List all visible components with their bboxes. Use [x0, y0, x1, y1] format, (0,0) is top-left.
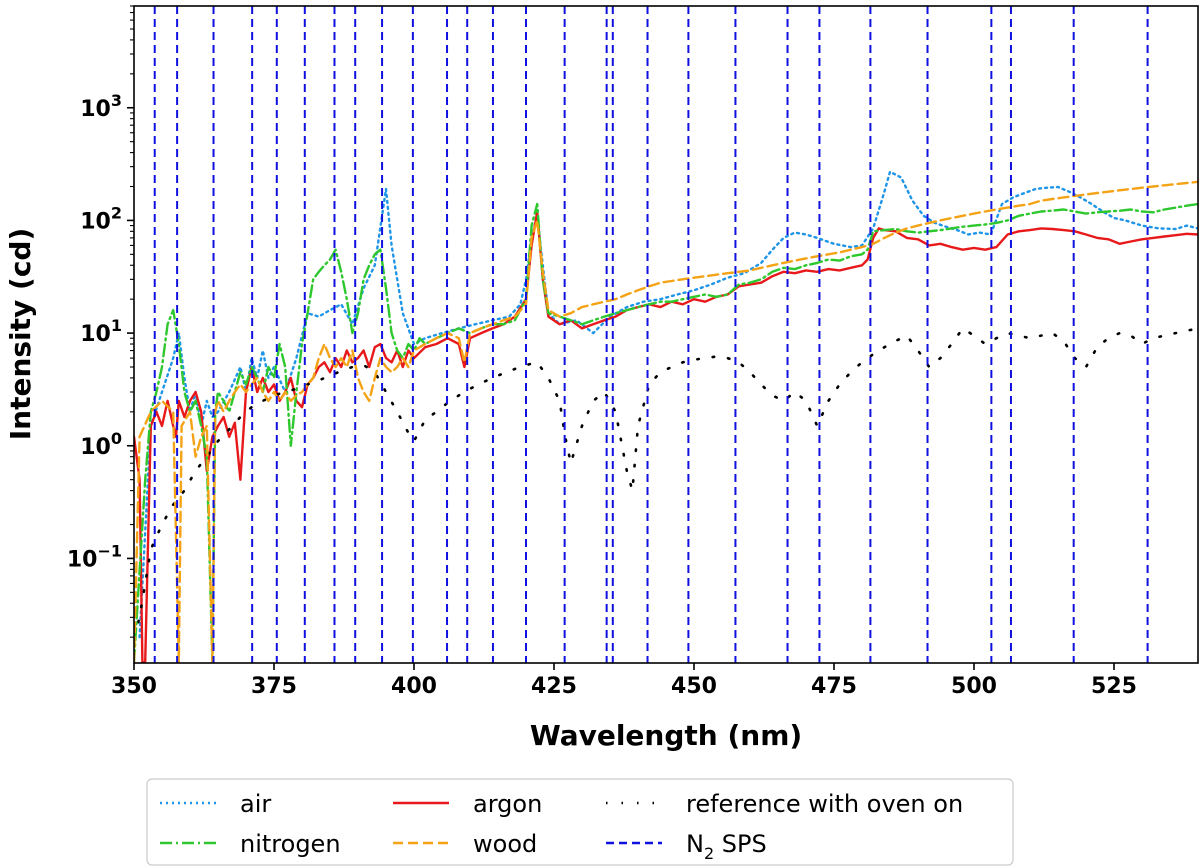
- x-tick-label: 450: [671, 674, 717, 699]
- x-tick-label: 350: [111, 674, 157, 699]
- y-axis-title: Intensity (cd): [4, 228, 37, 441]
- legend-box: [146, 778, 1014, 866]
- legend-label-wood: wood: [473, 830, 537, 858]
- y-axis-ticks: 10−1 100 101 102 103: [67, 5, 134, 638]
- y-tick-label: 101: [80, 316, 122, 347]
- legend-label-reference-with-oven-on: reference with oven on: [686, 790, 963, 818]
- series-line-reference-with-oven-on: [134, 327, 1198, 639]
- legend-label-argon: argon: [473, 790, 542, 818]
- legend-label-nitrogen: nitrogen: [240, 830, 341, 858]
- series-layer: [134, 170, 1198, 663]
- series-line-argon: [134, 210, 1198, 663]
- legend-label-n2-sps: N2 SPS: [686, 830, 767, 863]
- series-line-air: [138, 170, 1198, 639]
- y-tick-label: 10−1: [67, 541, 122, 572]
- x-tick-label: 525: [1091, 674, 1137, 699]
- x-axis-ticks: 350 375 400 425 450 475 500 525: [111, 663, 1137, 699]
- x-tick-label: 425: [531, 674, 577, 699]
- series-line-nitrogen: [134, 202, 1198, 663]
- y-tick-label: 100: [80, 429, 122, 460]
- n2-sps-lines: [153, 6, 1149, 663]
- plot-frame: [133, 5, 1199, 664]
- legend-label-air: air: [240, 790, 271, 818]
- series-line-wood: [134, 180, 1198, 663]
- x-tick-label: 375: [251, 674, 297, 699]
- x-axis-title: Wavelength (nm): [530, 719, 802, 752]
- legend: air nitrogen argon wood reference with oven …: [146, 778, 1014, 866]
- x-tick-label: 500: [951, 674, 997, 699]
- x-tick-label: 475: [811, 674, 857, 699]
- x-tick-label: 400: [391, 674, 437, 699]
- y-tick-label: 103: [80, 91, 122, 122]
- y-tick-label: 102: [80, 203, 122, 234]
